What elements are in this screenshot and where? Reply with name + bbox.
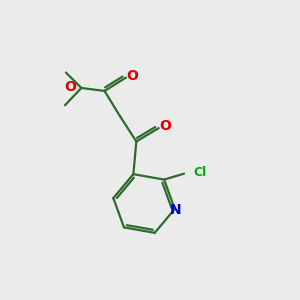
Text: O: O: [159, 119, 171, 133]
Text: N: N: [169, 203, 181, 218]
Text: Cl: Cl: [193, 166, 206, 179]
Text: O: O: [64, 80, 76, 94]
Text: O: O: [127, 69, 138, 83]
